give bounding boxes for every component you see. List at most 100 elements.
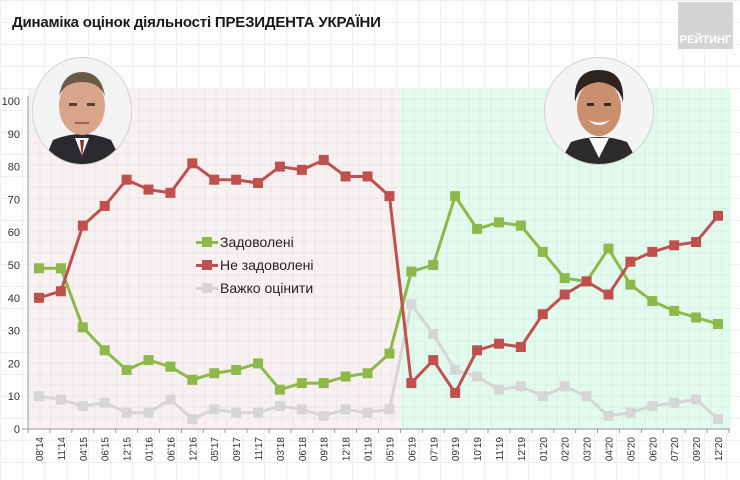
data-point-marker xyxy=(121,407,132,418)
data-point-marker xyxy=(581,276,592,287)
data-point-marker xyxy=(384,348,395,359)
x-tick-label: 01'20 xyxy=(539,437,550,462)
data-point-marker xyxy=(362,171,373,182)
data-point-marker xyxy=(384,404,395,415)
y-tick-label: 90 xyxy=(8,129,20,141)
y-tick-label: 50 xyxy=(8,260,20,272)
x-tick-label: 05'20 xyxy=(626,437,637,462)
data-point-marker xyxy=(559,381,570,392)
legend-item-hard-to-say: Важко оцінити xyxy=(196,276,314,299)
x-tick-label: 04'20 xyxy=(604,437,615,462)
data-point-marker xyxy=(55,263,66,274)
data-point-marker xyxy=(691,394,702,405)
data-point-marker xyxy=(99,345,110,356)
data-point-marker xyxy=(253,407,264,418)
data-point-marker xyxy=(34,292,44,303)
y-tick-label: 40 xyxy=(8,293,20,305)
data-point-marker xyxy=(165,361,176,372)
data-point-marker xyxy=(99,200,110,211)
data-point-marker xyxy=(669,305,680,316)
x-tick-label: 12'16 xyxy=(188,437,199,462)
x-tick-label: 05'17 xyxy=(210,437,221,462)
data-point-marker xyxy=(340,171,351,182)
data-point-marker xyxy=(559,273,570,284)
data-point-marker xyxy=(34,391,44,402)
legend-label: Не задоволені xyxy=(220,256,314,273)
x-tick-label: 09'20 xyxy=(692,437,703,462)
data-point-marker xyxy=(296,404,307,415)
data-point-marker xyxy=(296,378,307,389)
data-point-marker xyxy=(625,279,636,290)
data-point-marker xyxy=(99,397,110,408)
data-point-marker xyxy=(165,187,176,198)
data-point-marker xyxy=(187,374,198,385)
legend-label: Задоволені xyxy=(220,233,294,250)
data-point-marker xyxy=(603,243,614,254)
x-tick-label: 01'16 xyxy=(145,437,156,462)
data-point-marker xyxy=(362,407,373,418)
legend-item-satisfied: Задоволені xyxy=(196,230,314,253)
x-tick-label: 12'20 xyxy=(714,437,725,462)
data-point-marker xyxy=(143,355,154,366)
data-point-marker xyxy=(450,387,461,398)
person-icon xyxy=(545,58,653,164)
legend-label: Важко оцінити xyxy=(220,279,314,296)
data-point-marker xyxy=(515,381,526,392)
legend-marker-icon xyxy=(196,282,218,294)
data-point-marker xyxy=(209,174,220,185)
data-point-marker xyxy=(384,191,395,202)
data-point-marker xyxy=(515,342,526,352)
data-point-marker xyxy=(537,309,548,320)
series-0 xyxy=(34,191,723,395)
data-point-marker xyxy=(121,364,132,375)
legend-marker-icon xyxy=(196,236,218,248)
data-point-marker xyxy=(603,410,614,421)
y-tick-label: 0 xyxy=(14,424,20,436)
data-point-marker xyxy=(581,391,592,402)
data-point-marker xyxy=(647,296,658,307)
x-tick-label: 06'15 xyxy=(101,437,112,462)
data-point-marker xyxy=(625,256,636,267)
data-point-marker xyxy=(691,312,702,323)
data-point-marker xyxy=(209,368,220,379)
x-tick-label: 04'15 xyxy=(79,437,90,462)
data-point-marker xyxy=(493,384,504,395)
data-point-marker xyxy=(231,364,242,375)
data-point-marker xyxy=(77,220,88,231)
data-point-marker xyxy=(362,368,373,379)
x-tick-label: 07'19 xyxy=(429,437,440,462)
data-point-marker xyxy=(625,407,636,418)
data-point-marker xyxy=(669,240,680,251)
data-point-marker xyxy=(55,286,66,297)
data-point-marker xyxy=(713,210,723,221)
chart-title: Динаміка оцінок діяльності ПРЕЗИДЕНТА УК… xyxy=(12,14,381,31)
x-tick-label: 06'18 xyxy=(298,437,309,462)
data-point-marker xyxy=(187,158,198,169)
data-point-marker xyxy=(472,371,483,382)
x-tick-label: 03'20 xyxy=(583,437,594,462)
rating-logo: РЕЙТИНГ xyxy=(678,2,733,49)
data-point-marker xyxy=(515,220,526,231)
data-point-marker xyxy=(647,246,658,257)
x-tick-label: 10'19 xyxy=(473,437,484,462)
x-tick-label: 03'18 xyxy=(276,437,287,462)
data-point-marker xyxy=(77,322,88,333)
x-tick-label: 02'20 xyxy=(561,437,572,462)
data-point-marker xyxy=(253,178,264,188)
data-point-marker xyxy=(450,191,461,202)
legend-marker-icon xyxy=(196,259,218,271)
x-tick-label: 06'19 xyxy=(407,437,418,462)
data-point-marker xyxy=(340,371,351,382)
x-tick-label: 05'19 xyxy=(385,437,396,462)
data-point-marker xyxy=(472,223,483,234)
data-point-marker xyxy=(691,237,702,248)
data-point-marker xyxy=(406,378,417,389)
x-tick-label: 09'18 xyxy=(320,437,331,462)
data-point-marker xyxy=(231,407,242,418)
data-point-marker xyxy=(231,174,242,185)
chart-legend: Задоволені Не задоволені Важко оцінити xyxy=(196,230,314,299)
x-tick-label: 07'20 xyxy=(670,437,681,462)
data-point-marker xyxy=(428,260,439,270)
x-tick-label: 09'19 xyxy=(451,437,462,462)
data-point-marker xyxy=(340,404,351,415)
